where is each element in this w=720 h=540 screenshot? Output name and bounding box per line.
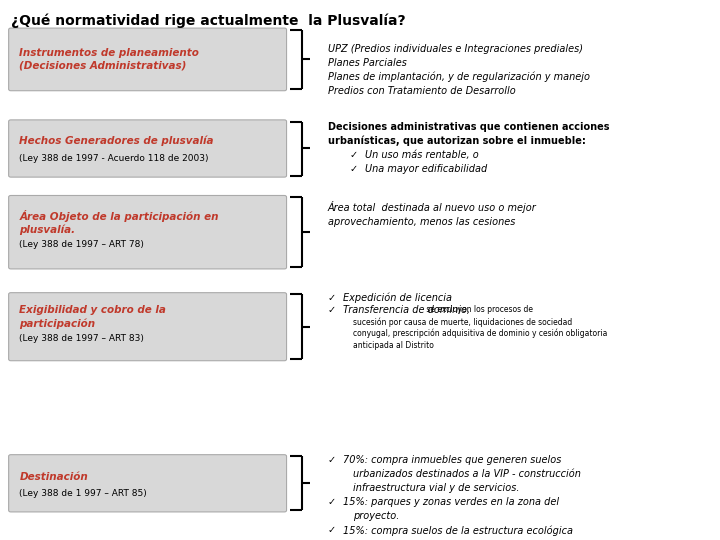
Text: Destinación: Destinación [19, 472, 88, 482]
Text: Predios con Tratamiento de Desarrollo: Predios con Tratamiento de Desarrollo [328, 86, 516, 96]
FancyBboxPatch shape [9, 120, 287, 177]
Text: sucesión por causa de muerte, liquidaciones de sociedad: sucesión por causa de muerte, liquidacio… [353, 317, 572, 327]
Text: Planes Parciales: Planes Parciales [328, 58, 407, 68]
Text: anticipada al Distrito: anticipada al Distrito [353, 341, 433, 350]
Text: Planes de implantación, y de regularización y manejo: Planes de implantación, y de regularizac… [328, 71, 590, 82]
Text: Un uso más rentable, o: Un uso más rentable, o [365, 150, 479, 160]
Text: (Ley 388 de 1997 - Acuerdo 118 de 2003): (Ley 388 de 1997 - Acuerdo 118 de 2003) [19, 154, 209, 163]
Text: se excluyen los procesos de: se excluyen los procesos de [425, 306, 534, 314]
Text: Instrumentos de planeamiento
(Decisiones Administrativas): Instrumentos de planeamiento (Decisiones… [19, 48, 199, 71]
Text: Transferencia de dominio,: Transferencia de dominio, [343, 305, 471, 315]
Text: proyecto.: proyecto. [353, 511, 399, 521]
Text: Expedición de licencia: Expedición de licencia [343, 293, 452, 303]
Text: Hechos Generadores de plusvalía: Hechos Generadores de plusvalía [19, 135, 214, 146]
Text: Exigibilidad y cobro de la
participación: Exigibilidad y cobro de la participación [19, 306, 166, 328]
Text: Área total  destinada al nuevo uso o mejor: Área total destinada al nuevo uso o mejo… [328, 201, 536, 213]
Text: ¿Qué normatividad rige actualmente  la Plusvalía?: ¿Qué normatividad rige actualmente la Pl… [11, 14, 405, 28]
Text: conyugal, prescripción adquisitiva de dominio y cesión obligatoria: conyugal, prescripción adquisitiva de do… [353, 329, 607, 339]
Text: ✓: ✓ [328, 305, 336, 315]
Text: (Ley 388 de 1997 – ART 78): (Ley 388 de 1997 – ART 78) [19, 240, 144, 248]
Text: ✓: ✓ [349, 164, 357, 174]
Text: (Ley 388 de 1 997 – ART 85): (Ley 388 de 1 997 – ART 85) [19, 489, 147, 497]
FancyBboxPatch shape [9, 28, 287, 91]
Text: urbanísticas, que autorizan sobre el inmueble:: urbanísticas, que autorizan sobre el inm… [328, 136, 585, 146]
Text: UPZ (Predios individuales e Integraciones prediales): UPZ (Predios individuales e Integracione… [328, 44, 582, 53]
Text: ✓: ✓ [328, 525, 336, 535]
FancyBboxPatch shape [9, 195, 287, 269]
Text: 15%: parques y zonas verdes en la zona del: 15%: parques y zonas verdes en la zona d… [343, 497, 559, 507]
Text: ✓: ✓ [328, 293, 336, 303]
Text: ✓: ✓ [328, 455, 336, 465]
Text: urbanizados destinados a la VIP - construcción: urbanizados destinados a la VIP - constr… [353, 469, 580, 479]
Text: Decisiones administrativas que contienen acciones: Decisiones administrativas que contienen… [328, 122, 609, 132]
FancyBboxPatch shape [9, 455, 287, 512]
Text: aprovechamiento, menos las cesiones: aprovechamiento, menos las cesiones [328, 217, 515, 227]
Text: 70%: compra inmuebles que generen suelos: 70%: compra inmuebles que generen suelos [343, 455, 562, 465]
Text: ✓: ✓ [349, 150, 357, 160]
Text: ✓: ✓ [328, 497, 336, 507]
FancyBboxPatch shape [9, 293, 287, 361]
Text: infraestructura vial y de servicios.: infraestructura vial y de servicios. [353, 483, 519, 493]
Text: (Ley 388 de 1997 – ART 83): (Ley 388 de 1997 – ART 83) [19, 334, 144, 343]
Text: Una mayor edificabilidad: Una mayor edificabilidad [365, 164, 487, 174]
Text: Área Objeto de la participación en
plusvalía.: Área Objeto de la participación en plusv… [19, 210, 219, 235]
Text: 15%: compra suelos de la estructura ecológica: 15%: compra suelos de la estructura ecol… [343, 525, 573, 536]
